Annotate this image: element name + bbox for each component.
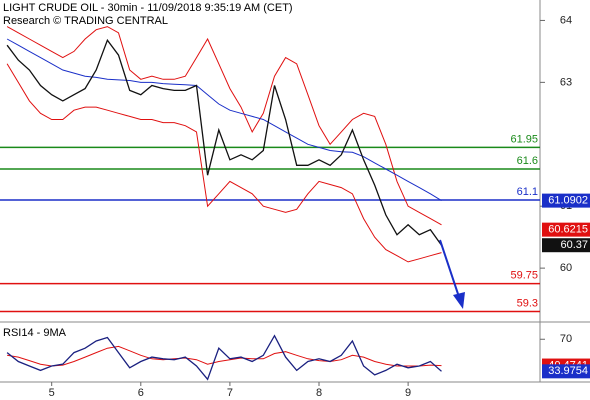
y-tick-label: 63 <box>560 76 572 88</box>
chart-title: LIGHT CRUDE OIL - 30min - 11/09/2018 9:3… <box>3 2 293 14</box>
level-label: 59.75 <box>510 270 538 282</box>
x-tick-label: 5 <box>49 387 55 399</box>
last-value-box <box>542 222 590 237</box>
last-value-label: 60.6215 <box>548 224 588 236</box>
rsi-title: RSI14 - 9MA <box>3 327 67 339</box>
arrow-head <box>453 292 465 309</box>
last-value-label: 33.9754 <box>548 365 588 377</box>
x-tick-label: 9 <box>405 387 411 399</box>
series-line <box>6 38 442 202</box>
level-label: 59.3 <box>517 297 538 309</box>
last-value-box <box>542 238 590 253</box>
series-line <box>7 345 442 367</box>
level-label: 61.1 <box>517 186 538 198</box>
last-value-box <box>542 364 590 379</box>
x-tick-label: 8 <box>316 387 322 399</box>
series-line <box>6 63 442 263</box>
forecast-arrow <box>439 239 465 309</box>
chart-subtitle: Research © TRADING CENTRAL <box>3 15 168 27</box>
last-value-label: 60.37 <box>560 239 588 251</box>
series-line <box>6 26 442 226</box>
arrow-shaft <box>439 239 460 298</box>
series-line <box>6 334 442 381</box>
series-line <box>6 38 443 246</box>
x-tick-label: 6 <box>138 387 144 399</box>
y-tick-label: 64 <box>560 14 572 26</box>
level-label: 61.6 <box>517 155 538 167</box>
y-tick-label: 60 <box>560 262 572 274</box>
y-tick-label: 70 <box>560 333 572 345</box>
level-label: 61.95 <box>510 133 538 145</box>
last-value-label: 61.0902 <box>548 195 588 207</box>
x-tick-label: 7 <box>227 387 233 399</box>
last-value-box <box>542 193 590 208</box>
